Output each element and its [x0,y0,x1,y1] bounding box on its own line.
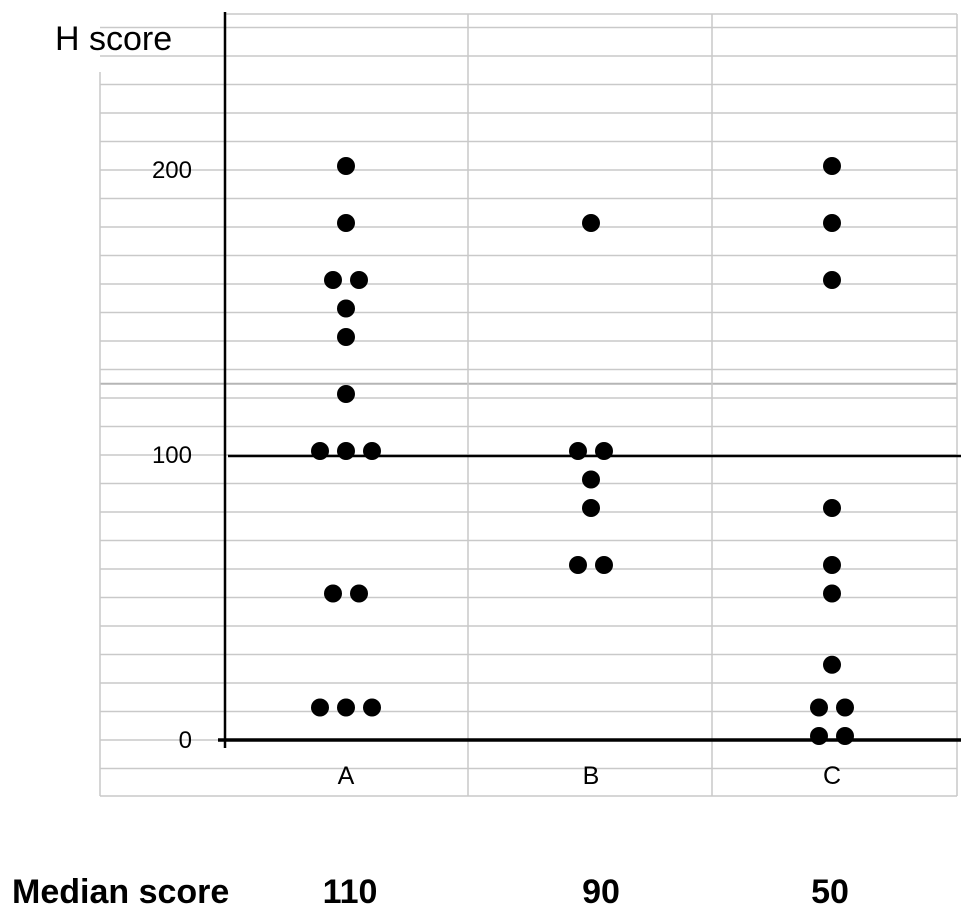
data-point [823,271,841,289]
data-point [823,499,841,517]
data-point [337,328,355,346]
data-point [337,442,355,460]
data-point [569,442,587,460]
data-point [350,584,368,603]
data-point [337,385,355,403]
data-point [823,157,841,175]
data-point [836,698,854,717]
data-point [363,442,381,460]
data-point [823,584,841,603]
median-value: 50 [811,873,849,911]
data-point [337,214,355,232]
data-point [582,470,600,489]
y-tick-label: 200 [152,157,192,184]
data-point [337,299,355,318]
data-point [311,442,329,460]
x-tick-label: B [583,762,600,790]
median-value: 110 [323,873,378,911]
labels: H score Median score 0 100 200 A B C 110 90 50 [12,20,849,911]
data-point [823,655,841,674]
data-point [324,584,342,603]
data-point [823,214,841,232]
data-point [569,556,587,574]
median-score-label: Median score [12,873,229,911]
data-point [810,727,828,745]
data-point [324,271,342,289]
axes [218,12,961,748]
data-point [823,556,841,574]
x-tick-label: C [823,762,841,790]
data-point [337,157,355,175]
data-point [595,442,613,460]
data-point [595,556,613,574]
gridlines [99,13,958,797]
median-value: 90 [582,873,620,911]
data-points [311,157,854,745]
y-axis-title: H score [55,20,172,58]
data-point [582,499,600,517]
y-tick-label: 0 [179,727,192,754]
x-tick-label: A [338,762,355,790]
data-point [337,698,355,717]
data-point [363,698,381,717]
data-point [582,214,600,232]
y-tick-label: 100 [152,442,192,469]
data-point [836,727,854,745]
data-point [311,698,329,717]
data-point [350,271,368,289]
data-point [810,698,828,717]
